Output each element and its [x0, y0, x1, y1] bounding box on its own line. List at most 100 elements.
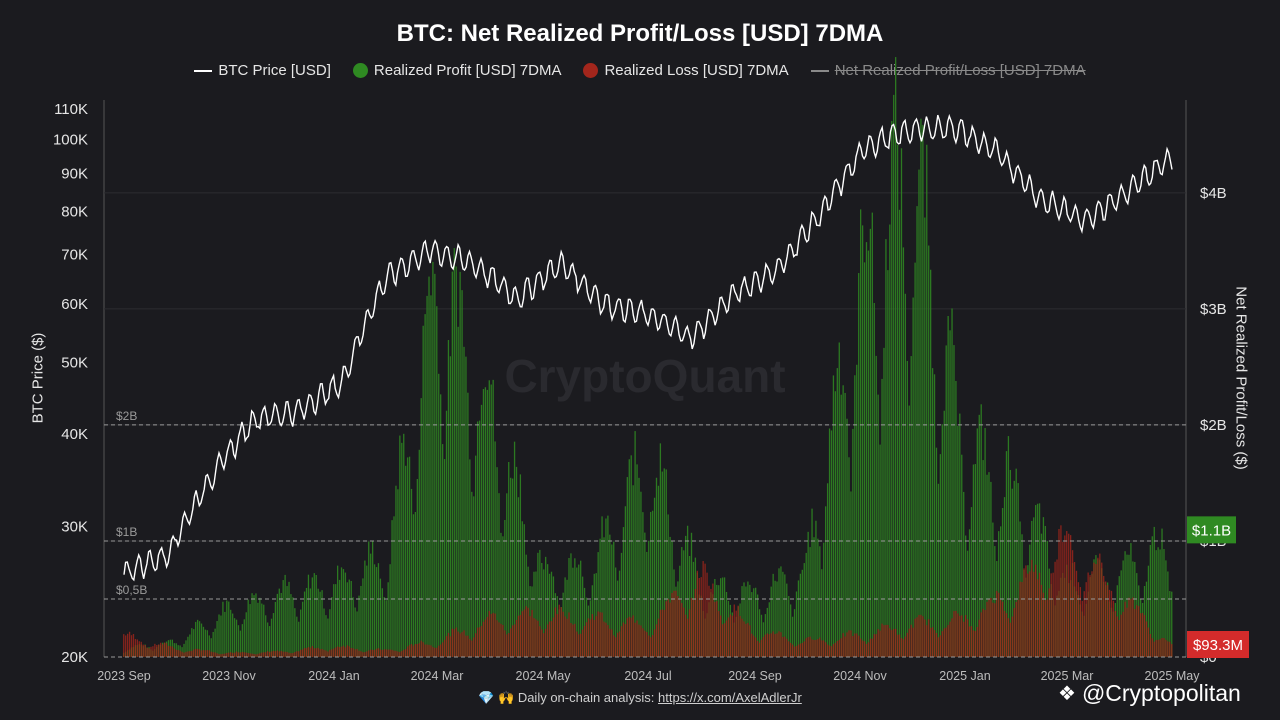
- profit-bar: [760, 614, 763, 657]
- profit-bar: [193, 629, 195, 657]
- loss-bar: [611, 629, 613, 657]
- loss-bar: [988, 599, 990, 657]
- loss-bar: [309, 647, 312, 657]
- profit-bar: [370, 553, 372, 657]
- loss-bar: [387, 649, 389, 657]
- loss-bar: [945, 627, 947, 657]
- loss-bar: [632, 615, 634, 657]
- profit-bar: [471, 491, 473, 657]
- loss-bar: [187, 651, 189, 657]
- loss-bar: [146, 647, 148, 657]
- loss-bar: [821, 640, 823, 657]
- legend-line-swatch: [194, 69, 213, 72]
- profit-bar: [1153, 526, 1155, 657]
- profit-bar: [317, 588, 319, 657]
- legend-item-realized-profit[interactable]: Realized Profit [USD] 7DMA: [352, 62, 561, 79]
- loss-bar: [371, 649, 374, 657]
- profit-bar: [860, 209, 862, 657]
- loss-bar: [358, 650, 360, 657]
- loss-bar: [457, 631, 459, 657]
- loss-bar: [924, 619, 926, 657]
- loss-bar: [891, 630, 893, 657]
- profit-bar: [500, 532, 502, 657]
- legend-item-net-realized[interactable]: Net Realized Profit/Loss [USD] 7DMA: [810, 62, 1086, 79]
- profit-bar: [391, 520, 393, 657]
- profit-bar: [823, 542, 825, 657]
- profit-bar: [432, 261, 434, 657]
- loss-bar: [173, 648, 175, 657]
- loss-bar: [513, 624, 516, 657]
- loss-bar: [1138, 606, 1140, 657]
- legend-item-btc-price[interactable]: BTC Price [USD]: [194, 62, 331, 79]
- loss-bar: [679, 598, 681, 657]
- loss-bar: [848, 630, 850, 657]
- loss-bar: [185, 651, 187, 657]
- loss-bar: [760, 639, 763, 657]
- loss-bar: [195, 648, 197, 657]
- loss-bar: [257, 653, 259, 657]
- loss-bar: [980, 612, 982, 657]
- profit-bar: [968, 529, 971, 657]
- loss-bar: [916, 617, 918, 657]
- loss-bar: [432, 646, 434, 657]
- profit-bar: [984, 428, 986, 657]
- profit-bar: [743, 582, 745, 657]
- profit-bar: [412, 514, 415, 657]
- profit-bar: [912, 297, 914, 657]
- profit-bar: [926, 144, 928, 657]
- profit-bar: [451, 271, 453, 657]
- profit-bar: [809, 547, 811, 657]
- profit-bar: [1013, 480, 1015, 657]
- loss-bar: [998, 592, 1000, 657]
- profit-bar: [568, 557, 570, 657]
- loss-bar: [583, 625, 586, 657]
- profit-bar: [636, 464, 638, 657]
- loss-bar: [366, 651, 368, 657]
- legend-item-realized-loss[interactable]: Realized Loss [USD] 7DMA: [583, 62, 789, 79]
- profit-bar: [214, 628, 216, 657]
- loss-bar: [650, 637, 652, 657]
- profit-bar: [220, 615, 222, 657]
- legend-label: Realized Loss [USD] 7DMA: [604, 62, 789, 79]
- loss-bar: [298, 651, 300, 657]
- profit-bar: [195, 621, 197, 657]
- loss-bar: [622, 622, 625, 657]
- profit-bar: [972, 464, 975, 657]
- profit-bar: [756, 594, 759, 657]
- loss-bar: [484, 619, 487, 657]
- profit-bar: [482, 389, 485, 657]
- profit-bar: [313, 573, 315, 657]
- profit-bar: [202, 626, 205, 657]
- loss-bar: [860, 638, 862, 657]
- profit-bar: [751, 592, 753, 657]
- legend-label: Net Realized Profit/Loss [USD] 7DMA: [834, 62, 1086, 79]
- loss-bar: [961, 615, 963, 657]
- profit-bar: [1001, 507, 1004, 657]
- loss-bar: [922, 616, 924, 657]
- loss-bar: [1071, 550, 1074, 657]
- loss-bar: [403, 649, 405, 657]
- loss-bar: [502, 624, 504, 657]
- loss-bar: [379, 649, 382, 657]
- loss-bar: [354, 649, 356, 657]
- loss-bar: [751, 633, 753, 657]
- profit-bar: [1149, 544, 1152, 657]
- chart-legend: BTC Price [USD] Realized Profit [USD] 7D…: [0, 62, 1280, 79]
- loss-bar: [720, 615, 722, 657]
- profit-bar: [428, 276, 430, 657]
- loss-bar: [1143, 615, 1146, 657]
- profit-bar: [613, 541, 615, 657]
- profit-bar: [570, 553, 572, 657]
- profit-bar: [1007, 436, 1010, 657]
- loss-bar: [1079, 587, 1082, 657]
- right-tick-label: $4B: [1200, 185, 1227, 202]
- loss-bar: [605, 622, 607, 657]
- loss-bar: [500, 623, 502, 657]
- profit-bar: [615, 567, 617, 657]
- profit-bar: [399, 435, 401, 657]
- footer-link[interactable]: https://x.com/AxelAdlerJr: [658, 690, 802, 705]
- loss-bar: [490, 613, 492, 657]
- profit-bar: [321, 590, 323, 657]
- profit-bar: [552, 576, 555, 657]
- loss-bar: [964, 615, 967, 657]
